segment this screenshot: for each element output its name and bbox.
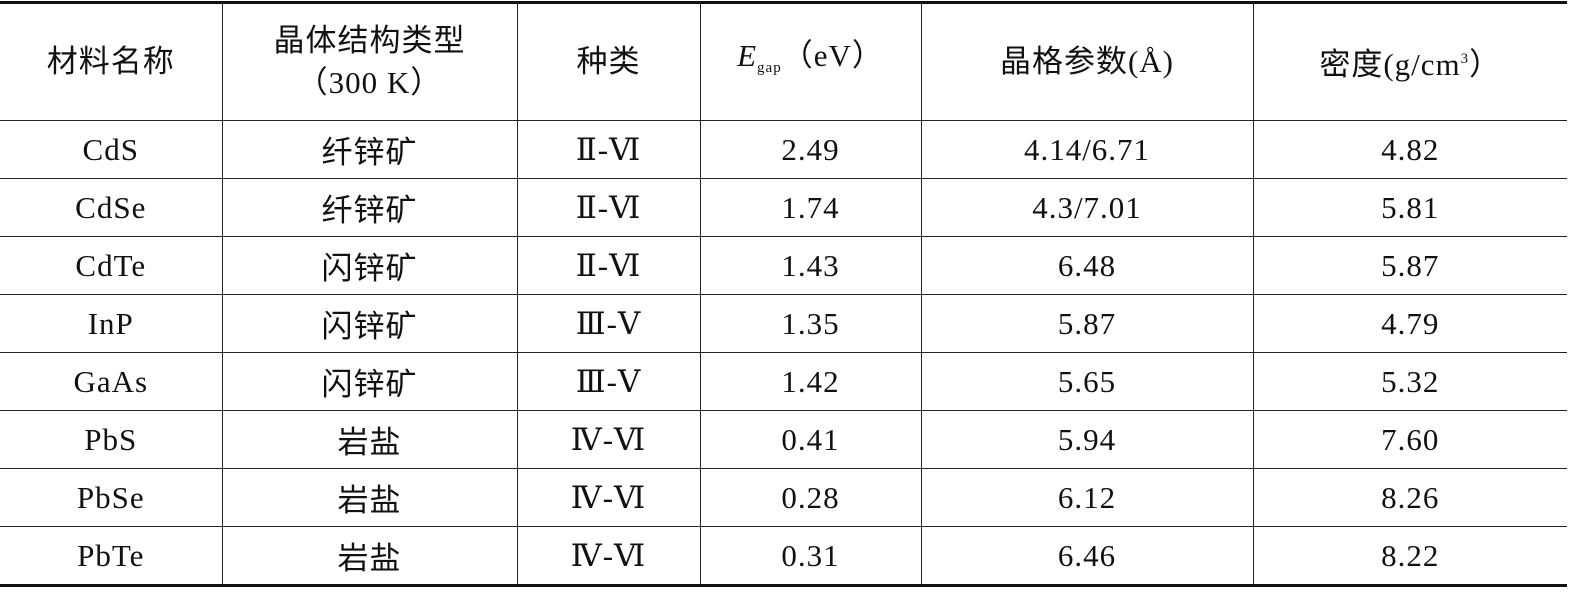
table-row: CdTe 闪锌矿 Ⅱ-Ⅵ 1.43 6.48 5.87 <box>0 236 1567 295</box>
table-cell: 闪锌矿 <box>221 236 518 295</box>
table-cell: 5.94 <box>920 410 1254 469</box>
header-text: （eV） <box>781 38 884 73</box>
table-cell: InP <box>0 294 223 353</box>
table-cell: 1.35 <box>699 294 922 353</box>
table-row: GaAs 闪锌矿 Ⅲ-Ⅴ 1.42 5.65 5.32 <box>0 352 1567 411</box>
header-cell: 材料名称 <box>0 1 223 121</box>
table-cell: 5.87 <box>1252 236 1567 295</box>
table-cell: Ⅳ-Ⅵ <box>516 410 701 469</box>
table-cell: CdS <box>0 120 223 179</box>
header-text: （300 K） <box>296 65 443 100</box>
header-text: ） <box>1469 47 1502 82</box>
header-cell: 晶体结构类型 （300 K） <box>221 1 518 121</box>
table-cell: Ⅳ-Ⅵ <box>516 468 701 527</box>
table-cell: CdSe <box>0 178 223 237</box>
table-cell: Ⅲ-Ⅴ <box>516 294 701 353</box>
table-row: PbTe 岩盐 Ⅳ-Ⅵ 0.31 6.46 8.22 <box>0 526 1567 587</box>
table-cell: 6.48 <box>920 236 1254 295</box>
table-cell: 4.82 <box>1252 120 1567 179</box>
table-cell: 0.28 <box>699 468 922 527</box>
table-cell: PbSe <box>0 468 223 527</box>
table-cell: PbS <box>0 410 223 469</box>
table-cell: Ⅱ-Ⅵ <box>516 120 701 179</box>
table-cell: 7.60 <box>1252 410 1567 469</box>
header-superscript: 3 <box>1460 51 1470 67</box>
table-cell: 2.49 <box>699 120 922 179</box>
table-row: InP 闪锌矿 Ⅲ-Ⅴ 1.35 5.87 4.79 <box>0 294 1567 353</box>
header-text: 晶体结构类型 <box>273 23 466 58</box>
table-cell: 0.41 <box>699 410 922 469</box>
table-body: CdS 纤锌矿 Ⅱ-Ⅵ 2.49 4.14/6.71 4.82 CdSe 纤锌矿 Ⅱ-Ⅵ 1.74… <box>0 120 1567 587</box>
table-cell: 1.74 <box>699 178 922 237</box>
table-cell: 4.79 <box>1252 294 1567 353</box>
data-table: 材料名称 晶体结构类型 （300 K） 种类 Egap（eV） 晶格参数(Å) 密… <box>0 1 1567 587</box>
table-cell: 岩盐 <box>221 410 518 469</box>
table-cell: 5.32 <box>1252 352 1567 411</box>
header-text: 密度(g/cm <box>1319 47 1461 82</box>
table-cell: Ⅱ-Ⅵ <box>516 178 701 237</box>
table-cell: 5.65 <box>920 352 1254 411</box>
table-cell: Ⅳ-Ⅵ <box>516 526 701 587</box>
header-cell: 密度(g/cm3） <box>1252 1 1567 121</box>
table-cell: Ⅱ-Ⅵ <box>516 236 701 295</box>
table-cell: 6.46 <box>920 526 1254 587</box>
table-cell: 5.87 <box>920 294 1254 353</box>
header-cell: 种类 <box>516 1 701 121</box>
header-cell: 晶格参数(Å) <box>920 1 1254 121</box>
header-text: E <box>737 38 758 73</box>
table-cell: 0.31 <box>699 526 922 587</box>
table-cell: 纤锌矿 <box>221 120 518 179</box>
table-row: PbSe 岩盐 Ⅳ-Ⅵ 0.28 6.12 8.26 <box>0 468 1567 527</box>
table-cell: 岩盐 <box>221 526 518 587</box>
table-cell: 6.12 <box>920 468 1254 527</box>
table-cell: 5.81 <box>1252 178 1567 237</box>
table-cell: PbTe <box>0 526 223 587</box>
table-cell: 1.42 <box>699 352 922 411</box>
header-cell: Egap（eV） <box>699 1 922 121</box>
table-cell: 8.22 <box>1252 526 1567 587</box>
table-cell: 4.3/7.01 <box>920 178 1254 237</box>
table-cell: 纤锌矿 <box>221 178 518 237</box>
table-cell: 闪锌矿 <box>221 352 518 411</box>
table-cell: CdTe <box>0 236 223 295</box>
table-row: PbS 岩盐 Ⅳ-Ⅵ 0.41 5.94 7.60 <box>0 410 1567 469</box>
table-cell: 4.14/6.71 <box>920 120 1254 179</box>
table-row: CdS 纤锌矿 Ⅱ-Ⅵ 2.49 4.14/6.71 4.82 <box>0 120 1567 179</box>
table-cell: 8.26 <box>1252 468 1567 527</box>
header-subscript: gap <box>757 60 782 76</box>
header-row: 材料名称 晶体结构类型 （300 K） 种类 Egap（eV） 晶格参数(Å) 密… <box>0 1 1567 121</box>
table-cell: 1.43 <box>699 236 922 295</box>
table-cell: Ⅲ-Ⅴ <box>516 352 701 411</box>
table-cell: GaAs <box>0 352 223 411</box>
table-cell: 岩盐 <box>221 468 518 527</box>
table-cell: 闪锌矿 <box>221 294 518 353</box>
table-row: CdSe 纤锌矿 Ⅱ-Ⅵ 1.74 4.3/7.01 5.81 <box>0 178 1567 237</box>
